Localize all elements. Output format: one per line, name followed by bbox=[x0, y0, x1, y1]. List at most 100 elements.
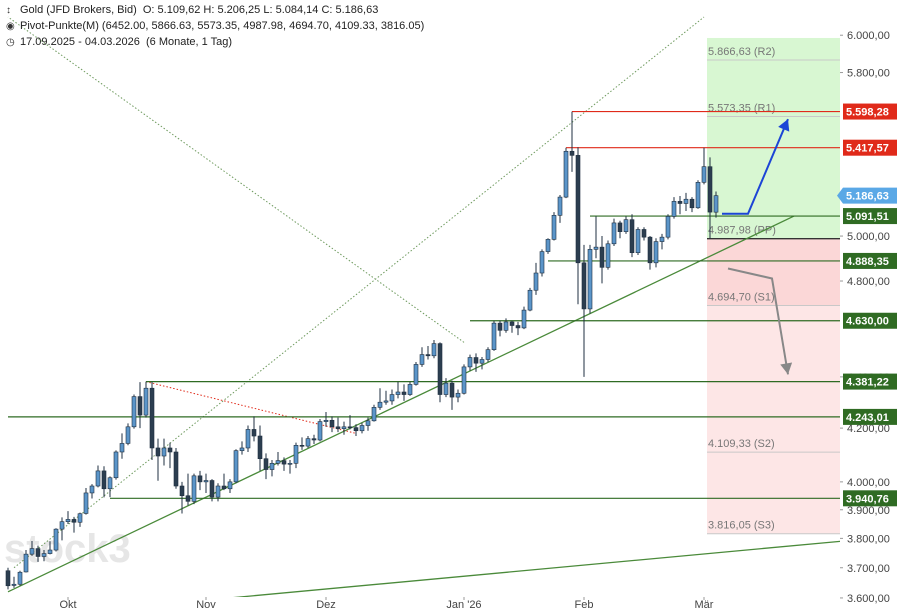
candle bbox=[665, 214, 671, 240]
candle-body bbox=[185, 495, 191, 502]
candle-body bbox=[659, 236, 665, 242]
candle bbox=[197, 470, 203, 491]
candle-body bbox=[119, 443, 125, 453]
candle bbox=[305, 436, 311, 448]
candle-body bbox=[701, 166, 707, 183]
candle bbox=[479, 357, 485, 370]
candle-body bbox=[383, 400, 389, 403]
candle bbox=[287, 460, 293, 474]
candle-body bbox=[635, 229, 641, 254]
candle bbox=[125, 423, 131, 446]
candle bbox=[407, 381, 413, 396]
candle bbox=[581, 244, 587, 377]
candle-body bbox=[23, 553, 29, 573]
candle-body bbox=[467, 357, 473, 368]
candle bbox=[521, 306, 527, 330]
candle bbox=[431, 339, 437, 359]
candle-body bbox=[41, 553, 47, 557]
candle-body bbox=[641, 229, 647, 238]
candle bbox=[365, 417, 371, 431]
candle-body bbox=[335, 426, 341, 429]
candle bbox=[71, 516, 77, 533]
scenario-arrow-down bbox=[727, 267, 789, 375]
candle-body bbox=[371, 407, 377, 422]
pivot-label-3: 4.694,70 (S1) bbox=[708, 291, 775, 303]
candle bbox=[137, 382, 143, 429]
y-tick-label-7: 4.800,00 bbox=[847, 276, 890, 288]
y-tick-label-8: 5.000,00 bbox=[847, 231, 890, 243]
candle bbox=[629, 214, 635, 258]
candle bbox=[341, 421, 347, 435]
candle-body bbox=[239, 447, 245, 451]
candle-body bbox=[491, 322, 497, 350]
candle-body bbox=[437, 343, 443, 395]
period-note: (6 Monate, 1 Tag) bbox=[146, 36, 233, 48]
candle bbox=[131, 394, 137, 429]
candle-body bbox=[617, 222, 623, 232]
candle bbox=[443, 378, 449, 398]
candle-body bbox=[407, 384, 413, 395]
candle-body bbox=[443, 382, 449, 395]
candle-body bbox=[257, 435, 263, 460]
candle bbox=[335, 417, 341, 433]
candle-body bbox=[377, 401, 383, 408]
candle bbox=[455, 389, 461, 403]
candle-body bbox=[479, 359, 485, 364]
candle bbox=[251, 416, 257, 442]
candle-body bbox=[713, 195, 719, 213]
candle bbox=[221, 473, 227, 491]
candle bbox=[593, 216, 599, 259]
candle bbox=[509, 320, 515, 333]
candle-body bbox=[65, 519, 71, 522]
candle bbox=[713, 191, 719, 218]
candle-body bbox=[59, 521, 65, 530]
candle bbox=[605, 240, 611, 270]
candle bbox=[533, 262, 539, 295]
candle bbox=[599, 236, 605, 284]
candle bbox=[647, 236, 653, 270]
candle bbox=[551, 212, 557, 241]
candle bbox=[539, 249, 545, 277]
header-line-instrument: ↕ Gold (JFD Brokers, Bid) O: 5.109,62 H: … bbox=[6, 4, 378, 16]
price-level-label-0: 5.598,28 bbox=[846, 107, 889, 119]
candle-body bbox=[689, 198, 695, 209]
candle bbox=[701, 147, 707, 185]
candle-body bbox=[251, 429, 257, 437]
candle-body bbox=[695, 182, 701, 209]
candle bbox=[557, 194, 563, 223]
candle-body bbox=[629, 219, 635, 254]
y-tick-label-10: 5.800,00 bbox=[847, 68, 890, 80]
candle bbox=[293, 442, 299, 469]
candle-body bbox=[623, 219, 629, 232]
candle-body bbox=[419, 354, 425, 365]
candle bbox=[53, 528, 59, 552]
x-tick-label-5: Mär bbox=[695, 599, 714, 611]
candle-body bbox=[71, 519, 77, 523]
candle bbox=[77, 512, 83, 527]
candle bbox=[269, 460, 275, 477]
candle bbox=[437, 342, 443, 403]
candle bbox=[23, 550, 29, 573]
candle bbox=[257, 425, 263, 471]
candle-body bbox=[197, 475, 203, 483]
candle-body bbox=[47, 549, 53, 554]
candle-body bbox=[455, 392, 461, 398]
candle-body bbox=[161, 447, 167, 457]
price-level-label-4: 4.630,00 bbox=[846, 316, 889, 328]
y-tick-label-11: 6.000,00 bbox=[847, 30, 890, 42]
candle bbox=[317, 418, 323, 442]
price-level-label-7: 3.940,76 bbox=[846, 493, 889, 505]
candle bbox=[173, 447, 179, 489]
candle-body bbox=[269, 463, 275, 470]
candle bbox=[707, 157, 713, 239]
price-level-tag-5 bbox=[843, 373, 897, 390]
price-level-tag-3 bbox=[843, 252, 897, 269]
trendline-1 bbox=[233, 540, 840, 597]
candle-body bbox=[485, 349, 491, 360]
candle-body bbox=[395, 391, 401, 395]
candle-body bbox=[611, 222, 617, 245]
candle bbox=[95, 465, 101, 488]
y-tick-label-5: 4.200,00 bbox=[847, 423, 890, 435]
candle bbox=[347, 415, 353, 430]
